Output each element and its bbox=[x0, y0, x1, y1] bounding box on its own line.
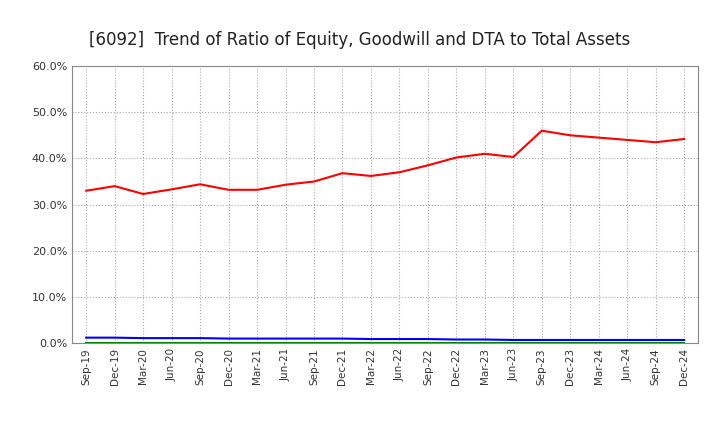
Equity bbox=[423, 163, 432, 168]
Equity bbox=[139, 191, 148, 197]
Equity bbox=[338, 171, 347, 176]
Deferred Tax Assets bbox=[225, 340, 233, 345]
Goodwill bbox=[595, 337, 603, 343]
Deferred Tax Assets bbox=[110, 340, 119, 345]
Deferred Tax Assets bbox=[167, 340, 176, 345]
Deferred Tax Assets bbox=[82, 340, 91, 345]
Equity bbox=[595, 135, 603, 140]
Equity bbox=[110, 183, 119, 189]
Goodwill bbox=[452, 337, 461, 342]
Deferred Tax Assets bbox=[680, 340, 688, 345]
Deferred Tax Assets bbox=[253, 340, 261, 345]
Goodwill bbox=[509, 337, 518, 343]
Equity bbox=[196, 182, 204, 187]
Goodwill bbox=[680, 337, 688, 343]
Deferred Tax Assets bbox=[423, 340, 432, 345]
Goodwill bbox=[82, 335, 91, 340]
Goodwill bbox=[395, 337, 404, 342]
Equity bbox=[282, 182, 290, 187]
Deferred Tax Assets bbox=[537, 340, 546, 345]
Goodwill bbox=[167, 335, 176, 341]
Equity bbox=[480, 151, 489, 156]
Deferred Tax Assets bbox=[480, 340, 489, 345]
Deferred Tax Assets bbox=[282, 340, 290, 345]
Line: Goodwill: Goodwill bbox=[86, 337, 684, 340]
Goodwill bbox=[225, 336, 233, 341]
Deferred Tax Assets bbox=[595, 340, 603, 345]
Goodwill bbox=[338, 336, 347, 341]
Goodwill bbox=[652, 337, 660, 343]
Goodwill bbox=[423, 337, 432, 342]
Deferred Tax Assets bbox=[452, 340, 461, 345]
Equity bbox=[395, 169, 404, 175]
Deferred Tax Assets bbox=[652, 340, 660, 345]
Goodwill bbox=[110, 335, 119, 340]
Equity bbox=[566, 132, 575, 138]
Equity bbox=[652, 139, 660, 145]
Goodwill bbox=[196, 335, 204, 341]
Equity bbox=[253, 187, 261, 192]
Equity bbox=[680, 136, 688, 142]
Equity bbox=[167, 187, 176, 192]
Equity bbox=[623, 137, 631, 143]
Equity bbox=[225, 187, 233, 192]
Goodwill bbox=[366, 337, 375, 342]
Deferred Tax Assets bbox=[509, 340, 518, 345]
Goodwill bbox=[623, 337, 631, 343]
Goodwill bbox=[139, 335, 148, 341]
Goodwill bbox=[253, 336, 261, 341]
Equity bbox=[310, 179, 318, 184]
Goodwill bbox=[566, 337, 575, 343]
Equity bbox=[82, 188, 91, 193]
Deferred Tax Assets bbox=[623, 340, 631, 345]
Equity bbox=[509, 154, 518, 160]
Text: [6092]  Trend of Ratio of Equity, Goodwill and DTA to Total Assets: [6092] Trend of Ratio of Equity, Goodwil… bbox=[89, 31, 631, 49]
Deferred Tax Assets bbox=[196, 340, 204, 345]
Equity bbox=[537, 128, 546, 133]
Deferred Tax Assets bbox=[366, 340, 375, 345]
Goodwill bbox=[310, 336, 318, 341]
Goodwill bbox=[282, 336, 290, 341]
Goodwill bbox=[537, 337, 546, 343]
Deferred Tax Assets bbox=[139, 340, 148, 345]
Equity bbox=[452, 155, 461, 160]
Deferred Tax Assets bbox=[338, 340, 347, 345]
Deferred Tax Assets bbox=[566, 340, 575, 345]
Deferred Tax Assets bbox=[310, 340, 318, 345]
Equity bbox=[366, 173, 375, 179]
Line: Equity: Equity bbox=[86, 131, 684, 194]
Goodwill bbox=[480, 337, 489, 342]
Deferred Tax Assets bbox=[395, 340, 404, 345]
